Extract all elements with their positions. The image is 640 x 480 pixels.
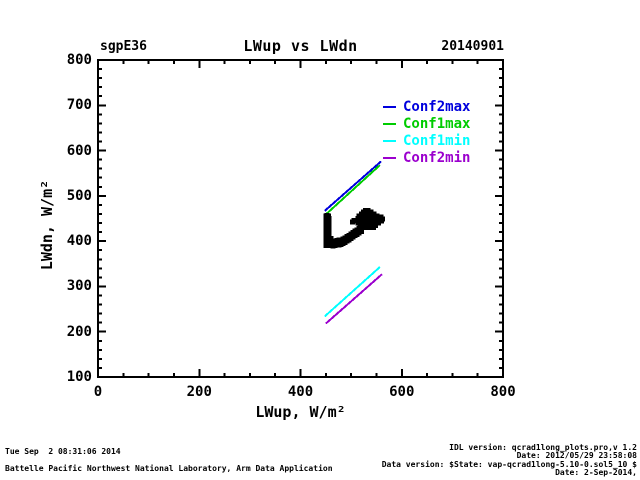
y-axis-title: LWdn, W/m² [38,179,56,271]
timestamp-text: Tue Sep 2 08:31:06 2014 [5,447,121,456]
idl-version-text: IDL version: qcrad1long_plots.pro,v 1.2 [449,443,637,452]
conf-line-Conf2min [325,273,383,325]
idl-date-text: Date: 2012/05/29 23:58:08 [516,451,637,460]
institution-text: Battelle Pacific Northwest National Labo… [5,464,333,473]
axis-ticks [97,59,504,378]
x-tick-label: 400 [287,384,314,400]
legend-item-Conf1max: Conf1max [383,115,470,132]
y-tick-label: 200 [66,323,92,340]
legend-line-swatch [383,139,396,142]
legend: Conf2max Conf1max Conf1min Conf2min [383,98,470,166]
y-tick-label: 500 [66,187,92,204]
conf-line-Conf2max [324,160,382,212]
legend-line-swatch [383,105,396,108]
x-tick-label: 600 [389,384,415,400]
plot-title: LWup vs LWdn [243,37,358,55]
x-tick-label: 0 [93,384,103,400]
y-tick-label: 600 [66,142,92,159]
legend-item-Conf1min: Conf1min [383,132,470,149]
scatter-points [323,207,385,249]
x-tick-label: 800 [490,384,516,400]
legend-label: Conf1max [403,115,471,132]
data-version-text: Data version: $State: vap-qcrad1long-5.1… [381,460,637,469]
legend-label: Conf2min [403,149,471,166]
x-axis-title: LWup, W/m² [255,403,346,421]
legend-item-Conf2max: Conf2max [383,98,470,115]
legend-label: Conf1min [403,132,471,149]
date-label: 20140901 [441,39,504,54]
conf-line-Conf1max [326,164,381,215]
y-tick-label: 400 [66,233,92,250]
legend-line-swatch [383,156,396,159]
y-tick-label: 700 [66,97,92,114]
conf-line-Conf1min [324,266,381,318]
y-tick-label: 300 [66,278,92,295]
x-tick-label: 200 [186,384,212,400]
data-date-text: Date: 2-Sep-2014, [555,468,637,477]
site-label: sgpE36 [100,39,147,54]
legend-label: Conf2max [403,98,471,115]
y-tick-label: 100 [66,369,92,385]
legend-item-Conf2min: Conf2min [383,149,470,166]
y-tick-label: 800 [66,52,92,68]
legend-line-swatch [383,122,396,125]
